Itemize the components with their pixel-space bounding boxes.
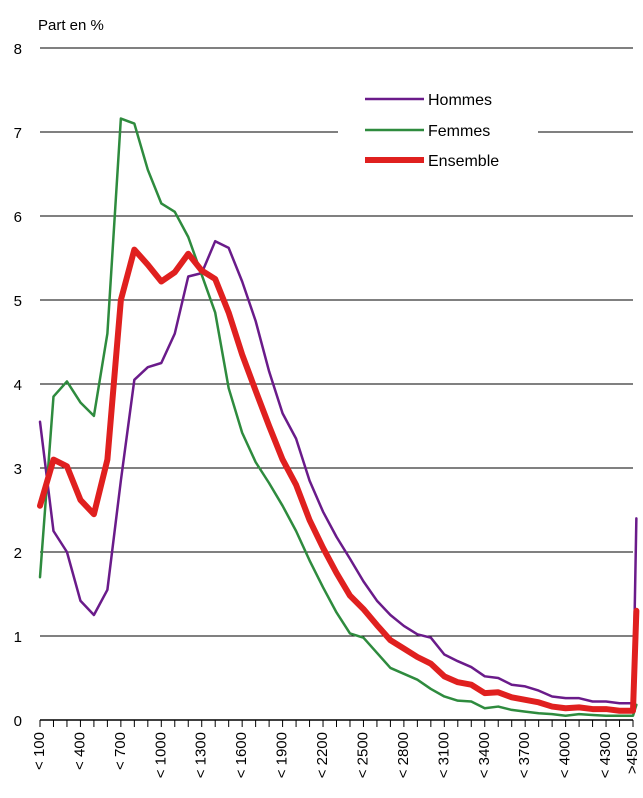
y-axis-ticks: 0 1 2 3 4 5 6 7 8 (14, 41, 22, 730)
y-tick-label: 2 (14, 545, 22, 562)
y-tick-label: 1 (14, 629, 22, 646)
y-tick-label: 3 (14, 461, 22, 478)
x-tick-label: < 400 (71, 732, 88, 770)
x-tick-label: < 2200 (314, 732, 331, 778)
x-tick-label: < 100 (31, 732, 48, 770)
legend-label-hommes: Hommes (428, 92, 492, 109)
y-axis-label: Part en % (38, 17, 104, 34)
x-tick-label: < 2500 (354, 732, 371, 778)
x-tick-label: < 1000 (152, 732, 169, 778)
grid-lines (40, 47, 633, 637)
legend: Hommes Femmes Ensemble (338, 80, 538, 176)
x-tick-label: < 1600 (233, 732, 250, 778)
y-tick-label: 7 (14, 125, 22, 142)
series-line-ensemble (37, 246, 640, 714)
x-tick-label: < 1900 (274, 732, 291, 778)
series-line-hommes (38, 239, 638, 705)
x-tick-label: >4500 (624, 732, 641, 774)
y-tick-label: 0 (14, 713, 22, 730)
x-tick-label: < 3700 (516, 732, 533, 778)
x-axis: < 100 < 400 < 700 < 1000 < 1300 < 1600 < 1900 <… (31, 719, 641, 778)
legend-label-ensemble: Ensemble (428, 153, 499, 170)
y-tick-label: 4 (14, 377, 22, 394)
x-tick-label: < 4300 (597, 732, 614, 778)
series-line-femmes (38, 117, 638, 718)
legend-label-femmes: Femmes (428, 123, 490, 140)
y-tick-label: 8 (14, 41, 22, 58)
x-tick-label: < 2800 (395, 732, 412, 778)
x-tick-label: < 3400 (476, 732, 493, 778)
x-tick-label: < 700 (112, 732, 129, 770)
series-lines (37, 117, 640, 718)
x-tick-label: < 4000 (557, 732, 574, 778)
x-tick-label: < 1300 (193, 732, 210, 778)
x-tick-label: < 3100 (435, 732, 452, 778)
y-tick-label: 5 (14, 293, 22, 310)
y-tick-label: 6 (14, 209, 22, 226)
